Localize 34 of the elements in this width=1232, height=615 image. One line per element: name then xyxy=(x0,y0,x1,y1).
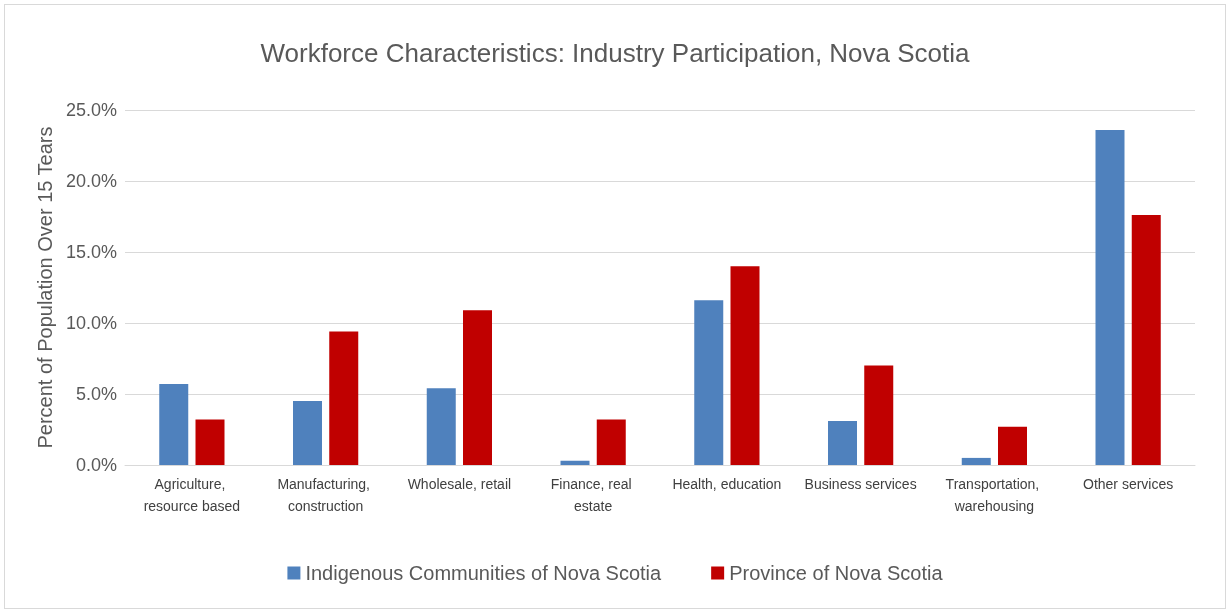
bar xyxy=(694,300,724,465)
y-tick-label: 20.0% xyxy=(65,171,117,191)
x-tick-label: Business services xyxy=(804,476,917,492)
legend-label: Indigenous Communities of Nova Scotia xyxy=(305,562,663,584)
bar xyxy=(463,310,492,465)
y-tick-label: 5.0% xyxy=(75,384,117,404)
bar xyxy=(426,388,456,465)
legend-label: Province of Nova Scotia xyxy=(729,562,944,584)
bar xyxy=(159,384,189,465)
x-tick-label: Other services xyxy=(1083,476,1174,492)
x-tick-label: Transportation, warehousing xyxy=(945,476,1044,514)
bar xyxy=(596,419,626,465)
bar xyxy=(730,266,760,465)
y-axis-title: Percent of Population Over 15 Tears xyxy=(34,126,56,449)
x-tick-label: Wholesale, retail xyxy=(407,476,512,492)
bar xyxy=(329,331,359,465)
x-tick-label: Agriculture, resource based xyxy=(143,476,241,514)
bar xyxy=(828,420,857,465)
x-tick-label: Health, education xyxy=(672,476,782,492)
y-tick-label: 25.0% xyxy=(65,100,117,120)
bar xyxy=(864,365,894,465)
x-tick-label: Manufacturing, construction xyxy=(277,476,374,514)
bar xyxy=(1131,215,1161,465)
bar xyxy=(293,401,322,465)
bar xyxy=(560,460,590,465)
x-tick-label: Finance, real estate xyxy=(550,476,636,514)
chart-title: Workforce Characteristics: Industry Participation, Nova Scotia xyxy=(260,38,971,68)
y-tick-label: 15.0% xyxy=(65,242,117,262)
y-tick-label: 0.0% xyxy=(75,455,117,475)
bar xyxy=(961,457,991,465)
bar xyxy=(195,419,225,465)
bar xyxy=(1095,129,1125,465)
y-tick-label: 10.0% xyxy=(65,313,117,333)
bar xyxy=(998,426,1027,465)
